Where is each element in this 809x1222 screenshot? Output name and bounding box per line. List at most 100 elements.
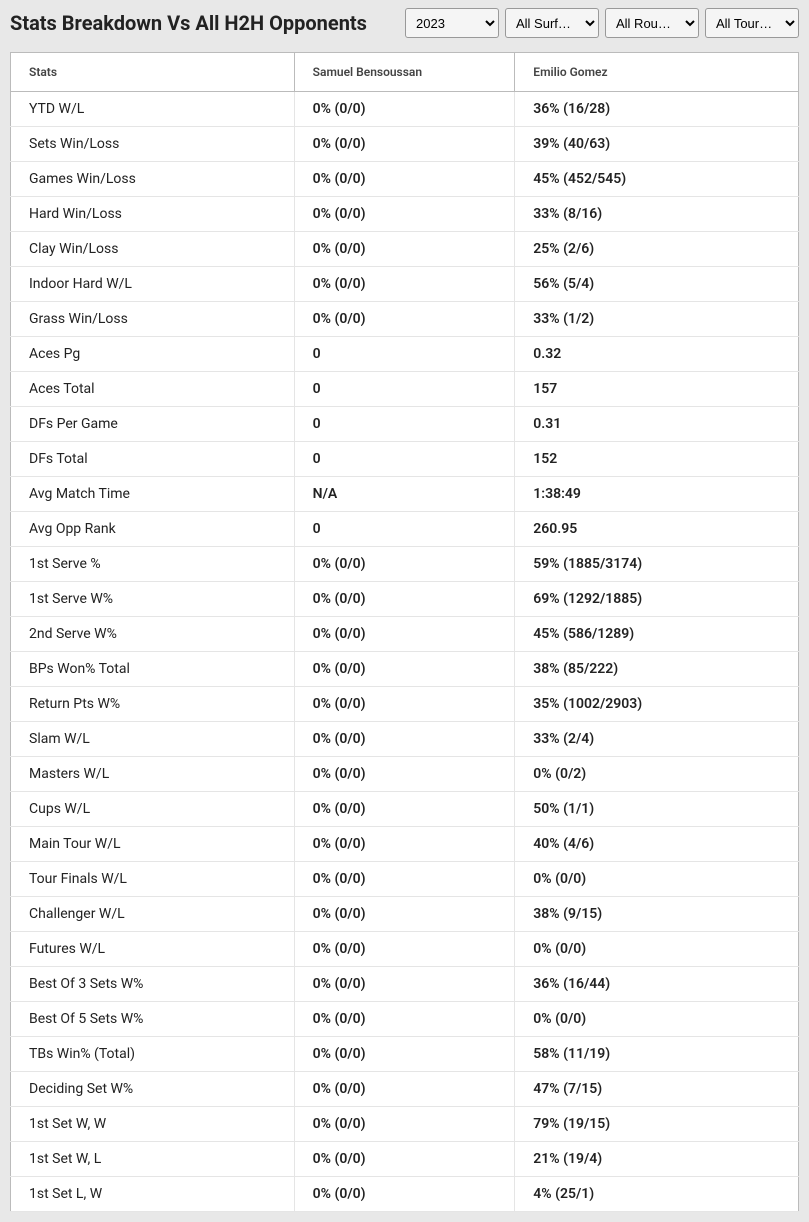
table-row: Grass Win/Loss0% (0/0)33% (1/2) <box>11 302 799 337</box>
stat-value-player1: 0% (0/0) <box>294 897 515 932</box>
table-row: DFs Per Game00.31 <box>11 407 799 442</box>
header-row: Stats Breakdown Vs All H2H Opponents 202… <box>0 0 809 46</box>
stat-value-player2: 0.31 <box>515 407 799 442</box>
stat-label: Deciding Set W% <box>11 1072 295 1107</box>
stat-label: Masters W/L <box>11 757 295 792</box>
stat-value-player1: 0% (0/0) <box>294 1177 515 1212</box>
stat-value-player1: 0% (0/0) <box>294 302 515 337</box>
table-row: Sets Win/Loss0% (0/0)39% (40/63) <box>11 127 799 162</box>
table-row: Clay Win/Loss0% (0/0)25% (2/6) <box>11 232 799 267</box>
stat-label: Main Tour W/L <box>11 827 295 862</box>
stat-label: Games Win/Loss <box>11 162 295 197</box>
stat-label: 1st Set W, W <box>11 1107 295 1142</box>
stat-value-player2: 0% (0/0) <box>515 1002 799 1037</box>
stat-value-player1: 0 <box>294 372 515 407</box>
stat-value-player1: 0% (0/0) <box>294 792 515 827</box>
stat-label: 2nd Serve W% <box>11 617 295 652</box>
table-row: 2nd Serve W%0% (0/0)45% (586/1289) <box>11 617 799 652</box>
stat-label: Return Pts W% <box>11 687 295 722</box>
stat-value-player1: 0% (0/0) <box>294 162 515 197</box>
table-row: Return Pts W%0% (0/0)35% (1002/2903) <box>11 687 799 722</box>
column-header-player1: Samuel Bensoussan <box>294 53 515 92</box>
year-filter[interactable]: 2023 <box>405 8 499 38</box>
table-row: Indoor Hard W/L0% (0/0)56% (5/4) <box>11 267 799 302</box>
stat-value-player1: 0% (0/0) <box>294 127 515 162</box>
table-row: 1st Set W, W0% (0/0)79% (19/15) <box>11 1107 799 1142</box>
table-row: YTD W/L0% (0/0)36% (16/28) <box>11 92 799 127</box>
stat-value-player1: 0% (0/0) <box>294 547 515 582</box>
table-row: 1st Serve %0% (0/0)59% (1885/3174) <box>11 547 799 582</box>
surface-filter[interactable]: All Surf… <box>505 8 599 38</box>
table-row: TBs Win% (Total)0% (0/0)58% (11/19) <box>11 1037 799 1072</box>
table-row: Main Tour W/L0% (0/0)40% (4/6) <box>11 827 799 862</box>
stat-label: Slam W/L <box>11 722 295 757</box>
stat-value-player2: 0.32 <box>515 337 799 372</box>
stat-label: Best Of 5 Sets W% <box>11 1002 295 1037</box>
stat-value-player1: 0% (0/0) <box>294 1107 515 1142</box>
stat-value-player1: 0% (0/0) <box>294 722 515 757</box>
table-wrapper: Stats Samuel Bensoussan Emilio Gomez YTD… <box>0 46 809 1222</box>
stat-label: Aces Pg <box>11 337 295 372</box>
stat-label: 1st Serve W% <box>11 582 295 617</box>
stat-label: Challenger W/L <box>11 897 295 932</box>
stat-value-player2: 45% (452/545) <box>515 162 799 197</box>
stat-label: Indoor Hard W/L <box>11 267 295 302</box>
stat-value-player1: 0% (0/0) <box>294 757 515 792</box>
stat-value-player1: N/A <box>294 477 515 512</box>
stat-value-player2: 33% (2/4) <box>515 722 799 757</box>
table-row: 1st Set L, W0% (0/0)4% (25/1) <box>11 1177 799 1212</box>
stat-value-player1: 0% (0/0) <box>294 232 515 267</box>
stat-value-player2: 25% (2/6) <box>515 232 799 267</box>
table-row: Slam W/L0% (0/0)33% (2/4) <box>11 722 799 757</box>
stat-label: Clay Win/Loss <box>11 232 295 267</box>
stat-label: Futures W/L <box>11 932 295 967</box>
stat-value-player2: 35% (1002/2903) <box>515 687 799 722</box>
stat-value-player2: 1:38:49 <box>515 477 799 512</box>
stat-value-player1: 0% (0/0) <box>294 197 515 232</box>
stat-label: Avg Opp Rank <box>11 512 295 547</box>
stat-value-player2: 38% (85/222) <box>515 652 799 687</box>
stat-label: DFs Total <box>11 442 295 477</box>
page-title: Stats Breakdown Vs All H2H Opponents <box>10 11 367 35</box>
stat-label: Tour Finals W/L <box>11 862 295 897</box>
table-row: Deciding Set W%0% (0/0)47% (7/15) <box>11 1072 799 1107</box>
stats-breakdown-panel: Stats Breakdown Vs All H2H Opponents 202… <box>0 0 809 1222</box>
stat-value-player1: 0% (0/0) <box>294 652 515 687</box>
stat-value-player1: 0% (0/0) <box>294 617 515 652</box>
stat-value-player2: 152 <box>515 442 799 477</box>
table-row: 1st Serve W%0% (0/0)69% (1292/1885) <box>11 582 799 617</box>
table-row: Aces Pg00.32 <box>11 337 799 372</box>
stat-value-player2: 4% (25/1) <box>515 1177 799 1212</box>
stat-value-player1: 0% (0/0) <box>294 92 515 127</box>
table-row: Aces Total0157 <box>11 372 799 407</box>
stat-value-player2: 59% (1885/3174) <box>515 547 799 582</box>
table-row: Best Of 5 Sets W%0% (0/0)0% (0/0) <box>11 1002 799 1037</box>
stat-value-player1: 0% (0/0) <box>294 267 515 302</box>
stat-value-player2: 0% (0/0) <box>515 862 799 897</box>
stat-value-player1: 0% (0/0) <box>294 1072 515 1107</box>
table-row: Avg Opp Rank0260.95 <box>11 512 799 547</box>
stat-value-player1: 0 <box>294 337 515 372</box>
stat-value-player2: 50% (1/1) <box>515 792 799 827</box>
stat-value-player2: 58% (11/19) <box>515 1037 799 1072</box>
round-filter[interactable]: All Rou… <box>605 8 699 38</box>
stat-value-player1: 0% (0/0) <box>294 687 515 722</box>
table-row: Games Win/Loss0% (0/0)45% (452/545) <box>11 162 799 197</box>
tour-filter[interactable]: All Tour… <box>705 8 799 38</box>
table-row: 1st Set W, L0% (0/0)21% (19/4) <box>11 1142 799 1177</box>
table-row: DFs Total0152 <box>11 442 799 477</box>
stat-value-player1: 0% (0/0) <box>294 1142 515 1177</box>
stat-value-player1: 0% (0/0) <box>294 1002 515 1037</box>
stat-value-player2: 260.95 <box>515 512 799 547</box>
filter-group: 2023 All Surf… All Rou… All Tour… <box>405 8 799 38</box>
stat-value-player1: 0% (0/0) <box>294 932 515 967</box>
stat-value-player2: 33% (8/16) <box>515 197 799 232</box>
stat-label: Grass Win/Loss <box>11 302 295 337</box>
stat-value-player1: 0% (0/0) <box>294 862 515 897</box>
stat-value-player2: 157 <box>515 372 799 407</box>
stat-value-player1: 0% (0/0) <box>294 1037 515 1072</box>
table-row: Futures W/L0% (0/0)0% (0/0) <box>11 932 799 967</box>
stat-value-player2: 36% (16/44) <box>515 967 799 1002</box>
stat-label: BPs Won% Total <box>11 652 295 687</box>
stat-value-player1: 0 <box>294 512 515 547</box>
